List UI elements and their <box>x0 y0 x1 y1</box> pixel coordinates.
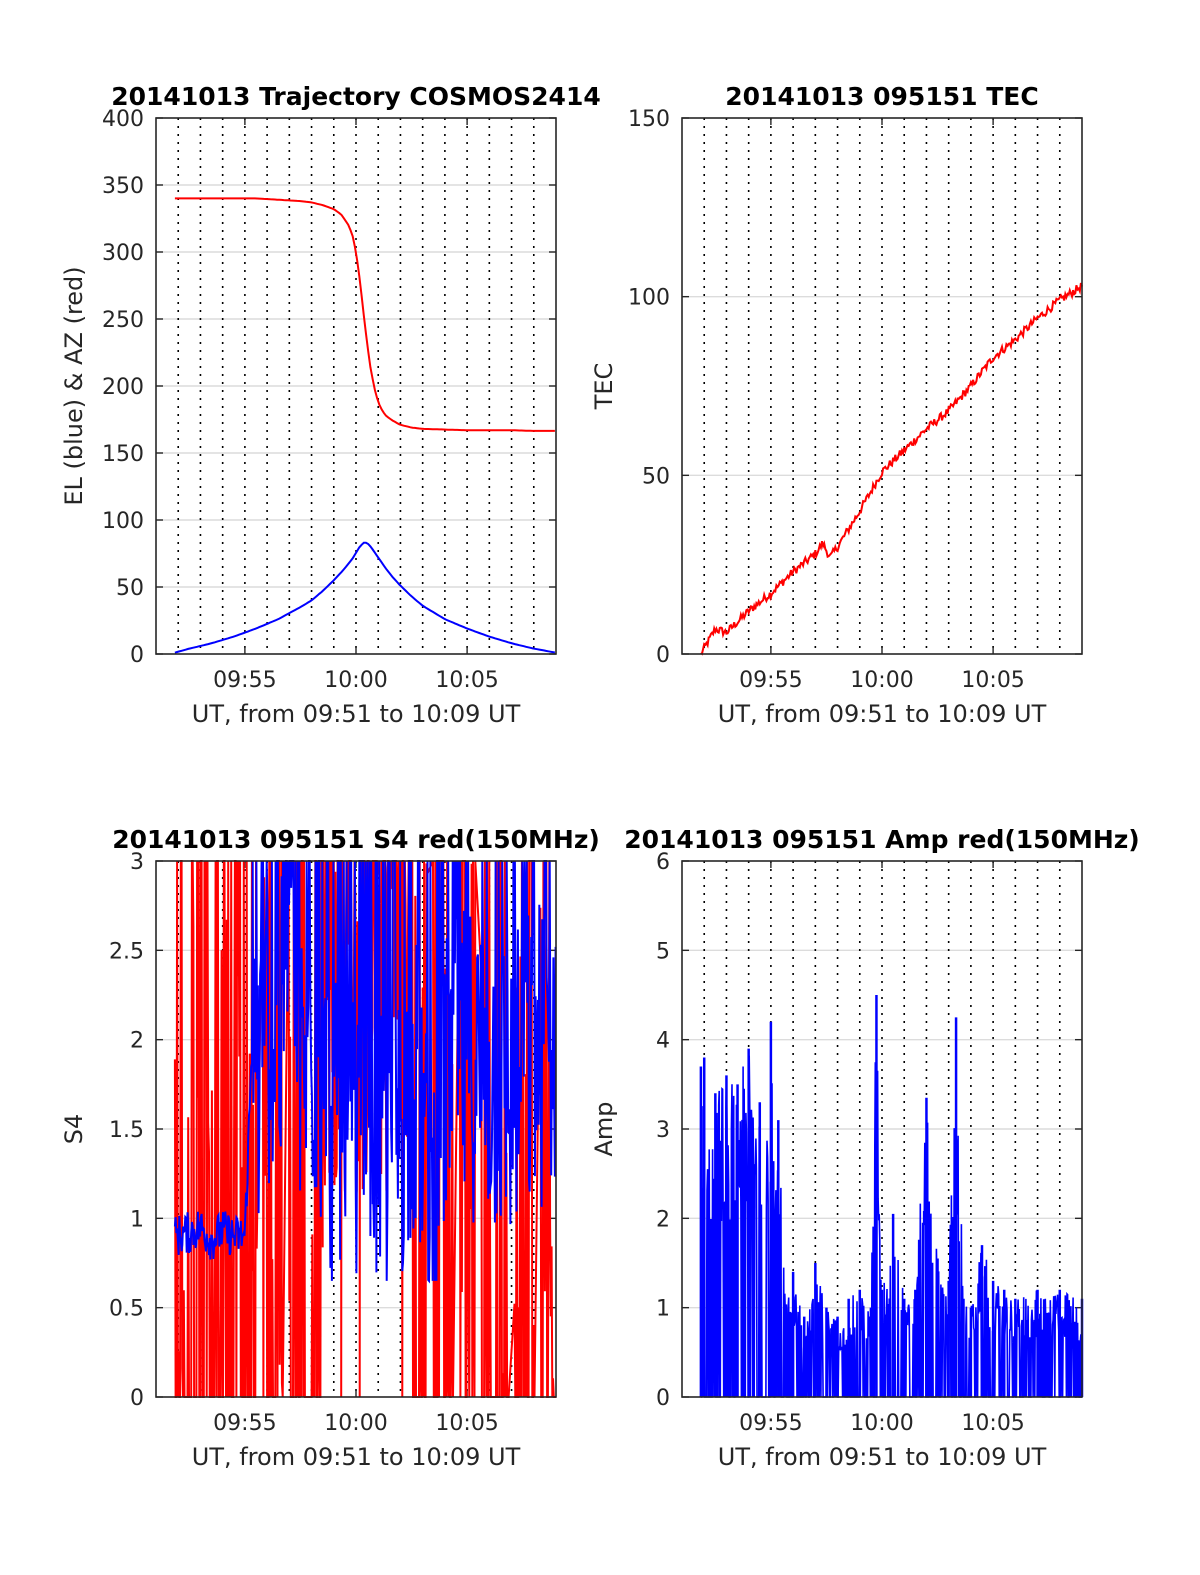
x-axis-label: UT, from 09:51 to 10:09 UT <box>192 700 521 728</box>
x-tick-label: 10:00 <box>324 1411 387 1436</box>
y-tick-label: 250 <box>102 308 144 333</box>
chart-panel-4: 0 1 2 3 4 5 6 09:55 10:00 10:05 20141013 095151 Am… <box>590 825 1140 1471</box>
x-tick-label: 09:55 <box>213 1411 276 1436</box>
y-tick-label: 2 <box>656 1207 670 1232</box>
chart-title: 20141013 095151 Amp red(150MHz) <box>624 825 1140 854</box>
y-tick-label: 1 <box>130 1207 144 1232</box>
series-red-1 <box>700 282 1083 656</box>
y-axis-label: EL (blue) & AZ (red) <box>60 266 88 505</box>
y-tick-label: 3 <box>130 850 144 875</box>
y-tick-label: 100 <box>628 286 670 311</box>
chart-title: 20141013 095151 TEC <box>725 82 1038 111</box>
y-tick-label: 6 <box>656 850 670 875</box>
plot-frame <box>155 860 557 1398</box>
y-tick-label: 0 <box>130 1386 144 1411</box>
y-tick-label: 50 <box>642 464 670 489</box>
series-blue-2 <box>174 541 557 654</box>
chart-panel-1: 0 50 100 150 200 250 300 350 400 09:55 10:00 10:05 2… <box>60 82 601 728</box>
series-line <box>174 197 555 432</box>
plot-frame <box>681 117 1083 655</box>
y-tick-label: 0 <box>130 643 144 668</box>
x-tick-label: 09:55 <box>213 668 276 693</box>
series-blue-1 <box>699 995 1084 1398</box>
y-axis-label: S4 <box>60 1114 88 1145</box>
x-tick-label: 10:05 <box>961 1411 1024 1436</box>
y-tick-label: 50 <box>116 576 144 601</box>
y-tick-label: 200 <box>102 375 144 400</box>
y-tick-label: 0 <box>656 1386 670 1411</box>
x-tick-label: 10:05 <box>435 668 498 693</box>
y-tick-label: 1.5 <box>109 1118 144 1143</box>
y-tick-label: 350 <box>102 174 144 199</box>
y-tick-label: 2.5 <box>109 939 144 964</box>
x-tick-label: 10:00 <box>850 668 913 693</box>
x-tick-label: 10:05 <box>435 1411 498 1436</box>
x-tick-label: 10:00 <box>850 1411 913 1436</box>
series-line <box>174 541 556 654</box>
y-tick-label: 0.5 <box>109 1297 144 1322</box>
x-tick-label: 10:00 <box>324 668 387 693</box>
series-line <box>251 860 324 1398</box>
y-axis-label: Amp <box>590 1101 618 1156</box>
y-tick-label: 150 <box>628 107 670 132</box>
y-tick-label: 400 <box>102 107 144 132</box>
y-axis-label: TEC <box>590 363 618 411</box>
y-tick-label: 4 <box>656 1029 670 1054</box>
y-tick-label: 100 <box>102 509 144 534</box>
x-axis-label: UT, from 09:51 to 10:09 UT <box>718 700 1047 728</box>
y-tick-label: 1 <box>656 1297 670 1322</box>
chart-title: 20141013 095151 S4 red(150MHz) <box>112 825 600 854</box>
y-tick-label: 0 <box>656 643 670 668</box>
plot-frame <box>155 117 557 655</box>
chart-title: 20141013 Trajectory COSMOS2414 <box>111 82 601 111</box>
x-tick-label: 10:05 <box>961 668 1024 693</box>
y-tick-label: 150 <box>102 442 144 467</box>
y-tick-label: 5 <box>656 939 670 964</box>
plot-frame <box>681 860 1083 1398</box>
series-line <box>700 282 1083 656</box>
x-axis-label: UT, from 09:51 to 10:09 UT <box>718 1443 1047 1471</box>
series-red-1 <box>174 197 557 432</box>
y-tick-label: 300 <box>102 241 144 266</box>
y-tick-label: 2 <box>130 1029 144 1054</box>
x-tick-label: 09:55 <box>739 1411 802 1436</box>
x-axis-label: UT, from 09:51 to 10:09 UT <box>192 1443 521 1471</box>
chart-panel-2: 0 50 100 150 09:55 10:00 10:05 20141013 095151 … <box>590 82 1083 728</box>
chart-panel-3: 0 0.5 1 1.5 2 2.5 3 09:55 10:00 10:05 20141013 095… <box>60 825 600 1471</box>
series-line <box>700 1055 1083 1398</box>
x-tick-label: 09:55 <box>739 668 802 693</box>
y-tick-label: 3 <box>656 1118 670 1143</box>
